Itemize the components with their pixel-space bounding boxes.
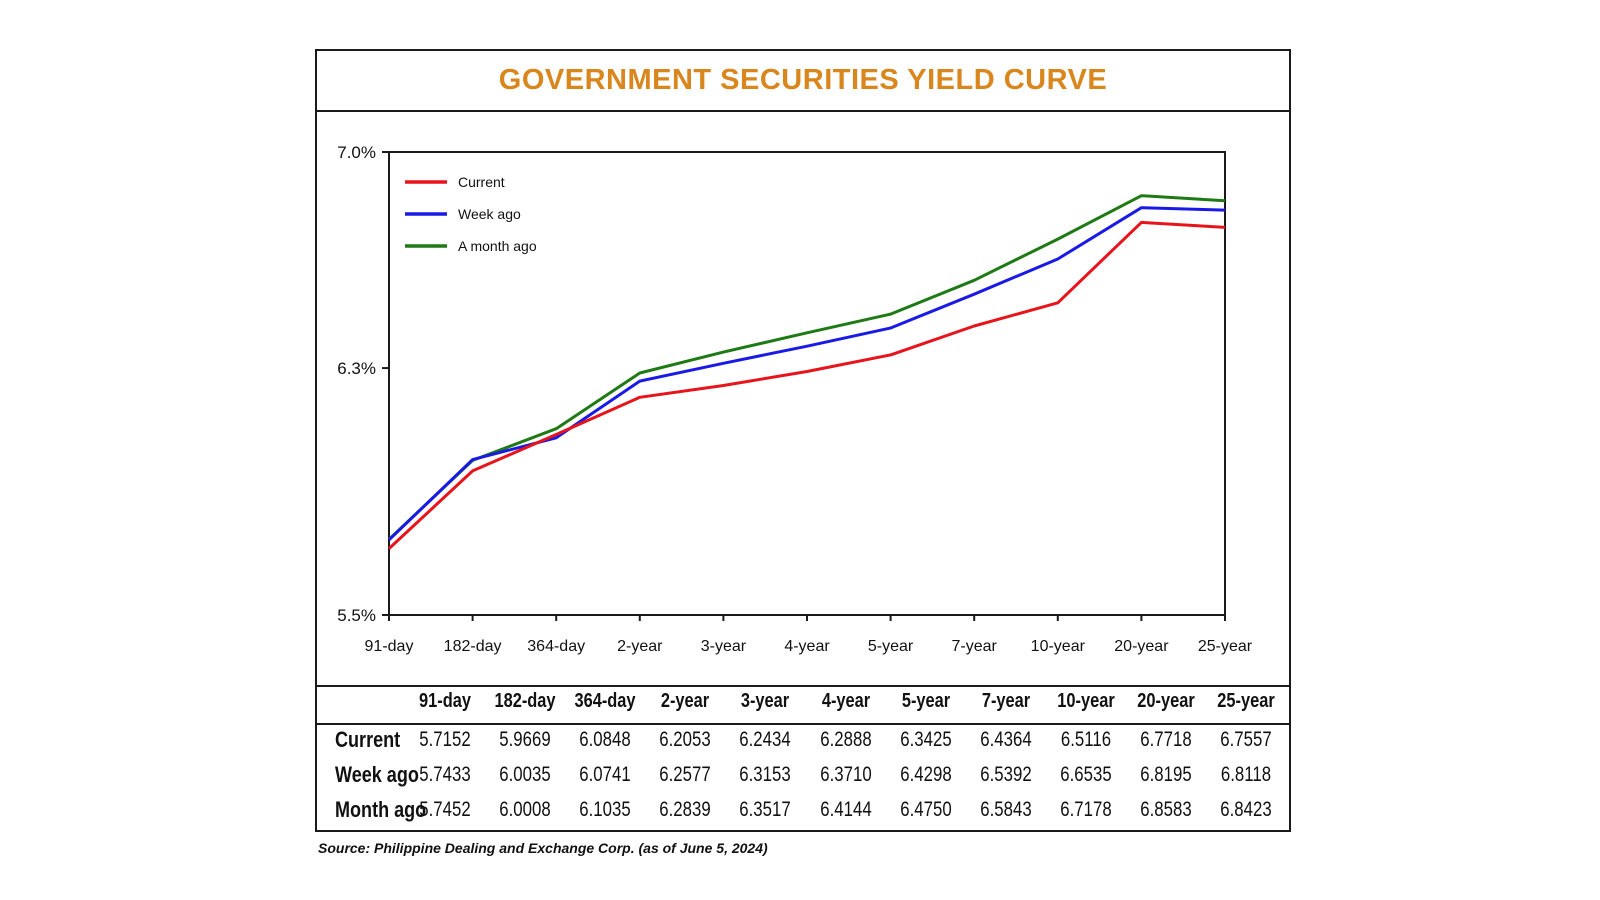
- table-cell: 6.8423: [1220, 798, 1272, 821]
- table-cell: 6.3517: [739, 798, 792, 821]
- table-col-head: 182-day: [494, 690, 556, 712]
- table-col-head: 10-year: [1057, 690, 1115, 712]
- y-tick-label: 7.0%: [337, 143, 376, 162]
- table-cell: 6.1035: [579, 798, 631, 821]
- table-cell: 6.0008: [499, 798, 551, 821]
- table-cell: 6.3153: [739, 763, 792, 786]
- x-tick-label: 3-year: [701, 638, 747, 655]
- chart-frame: GOVERNMENT SECURITIES YIELD CURVE 7.0% 6.…: [315, 49, 1291, 832]
- y-tick-label: 6.3%: [337, 359, 376, 378]
- source-note: Source: Philippine Dealing and Exchange …: [318, 840, 768, 856]
- table-cell: 6.6535: [1060, 763, 1112, 786]
- table-header-rule: [317, 723, 1289, 725]
- table-col-head: 3-year: [741, 690, 790, 712]
- table-cell: 6.8118: [1220, 763, 1272, 786]
- table-cell: 6.3425: [899, 728, 952, 751]
- x-tick-label: 25-year: [1198, 638, 1253, 655]
- x-tick-label: 91-day: [365, 638, 414, 655]
- x-tick-label: 20-year: [1114, 638, 1169, 655]
- table-cell: 6.2434: [739, 728, 792, 751]
- legend-label-current: Current: [458, 174, 505, 190]
- y-tick-label: 5.5%: [337, 606, 376, 625]
- table-cell: 6.4750: [899, 798, 952, 821]
- x-tick-label: 5-year: [868, 638, 914, 655]
- legend-label-week-ago: Week ago: [458, 206, 521, 222]
- table-cell: 5.7452: [419, 798, 471, 821]
- table-row-label: Current: [335, 727, 401, 752]
- yield-curve-chart: 7.0% 6.3% 5.5% 91-day 182-day 364-day 2-year 3-…: [337, 143, 1253, 655]
- table-cell: 5.7433: [419, 763, 471, 786]
- table-top-rule: [317, 685, 1289, 687]
- table-cell: 6.7178: [1060, 798, 1112, 821]
- table-cell: 6.7718: [1140, 728, 1192, 751]
- table-row-label: Week ago: [335, 762, 419, 787]
- table-cell: 6.2839: [659, 798, 711, 821]
- table-col-head: 4-year: [821, 690, 870, 712]
- table-cell: 5.7152: [419, 728, 471, 751]
- table-cell: 6.0741: [579, 763, 631, 786]
- table-cell: 6.8583: [1140, 798, 1192, 821]
- series-line-a-month-ago: [387, 194, 1226, 541]
- table-col-head: 91-day: [419, 690, 471, 712]
- table-cell: 6.8195: [1140, 763, 1192, 786]
- table-col-head: 5-year: [901, 690, 950, 712]
- table-cell: 6.5392: [979, 763, 1032, 786]
- table-col-head: 20-year: [1137, 690, 1195, 712]
- series-line-week-ago: [387, 206, 1226, 541]
- yield-table: 91-day 182-day 364-day 2-year 3-year 4-year 5-…: [317, 685, 1289, 832]
- table-cell: 6.5116: [1060, 728, 1111, 751]
- table-cell: 6.0848: [579, 728, 631, 751]
- table-cell: 6.5843: [979, 798, 1032, 821]
- table-cell: 6.3710: [819, 763, 872, 786]
- table-cell: 6.4364: [979, 728, 1032, 751]
- x-tick-label: 4-year: [784, 638, 830, 655]
- table-cell: 6.2577: [659, 763, 711, 786]
- x-tick-label: 10-year: [1031, 638, 1086, 655]
- chart-title: GOVERNMENT SECURITIES YIELD CURVE: [498, 64, 1108, 96]
- table-cell: 6.4144: [819, 798, 872, 821]
- table-cell: 6.0035: [499, 763, 551, 786]
- table-col-head: 364-day: [574, 690, 636, 712]
- table-cell: 6.7557: [1220, 728, 1272, 751]
- series-line-current: [387, 220, 1226, 550]
- x-tick-label: 182-day: [444, 638, 502, 655]
- table-cell: 6.4298: [899, 763, 952, 786]
- table-col-head: 25-year: [1217, 690, 1275, 712]
- table-row-label: Month ago: [335, 797, 427, 822]
- legend-label-a-month-ago: A month ago: [458, 238, 537, 254]
- table-cell: 5.9669: [499, 728, 551, 751]
- table-col-head: 2-year: [661, 690, 710, 712]
- table-col-head: 7-year: [981, 690, 1030, 712]
- title-bar: GOVERNMENT SECURITIES YIELD CURVE: [317, 51, 1289, 112]
- x-tick-label: 7-year: [952, 638, 998, 655]
- x-tick-label: 2-year: [617, 638, 663, 655]
- table-cell: 6.2053: [659, 728, 711, 751]
- x-tick-label: 364-day: [527, 638, 585, 655]
- table-cell: 6.2888: [819, 728, 872, 751]
